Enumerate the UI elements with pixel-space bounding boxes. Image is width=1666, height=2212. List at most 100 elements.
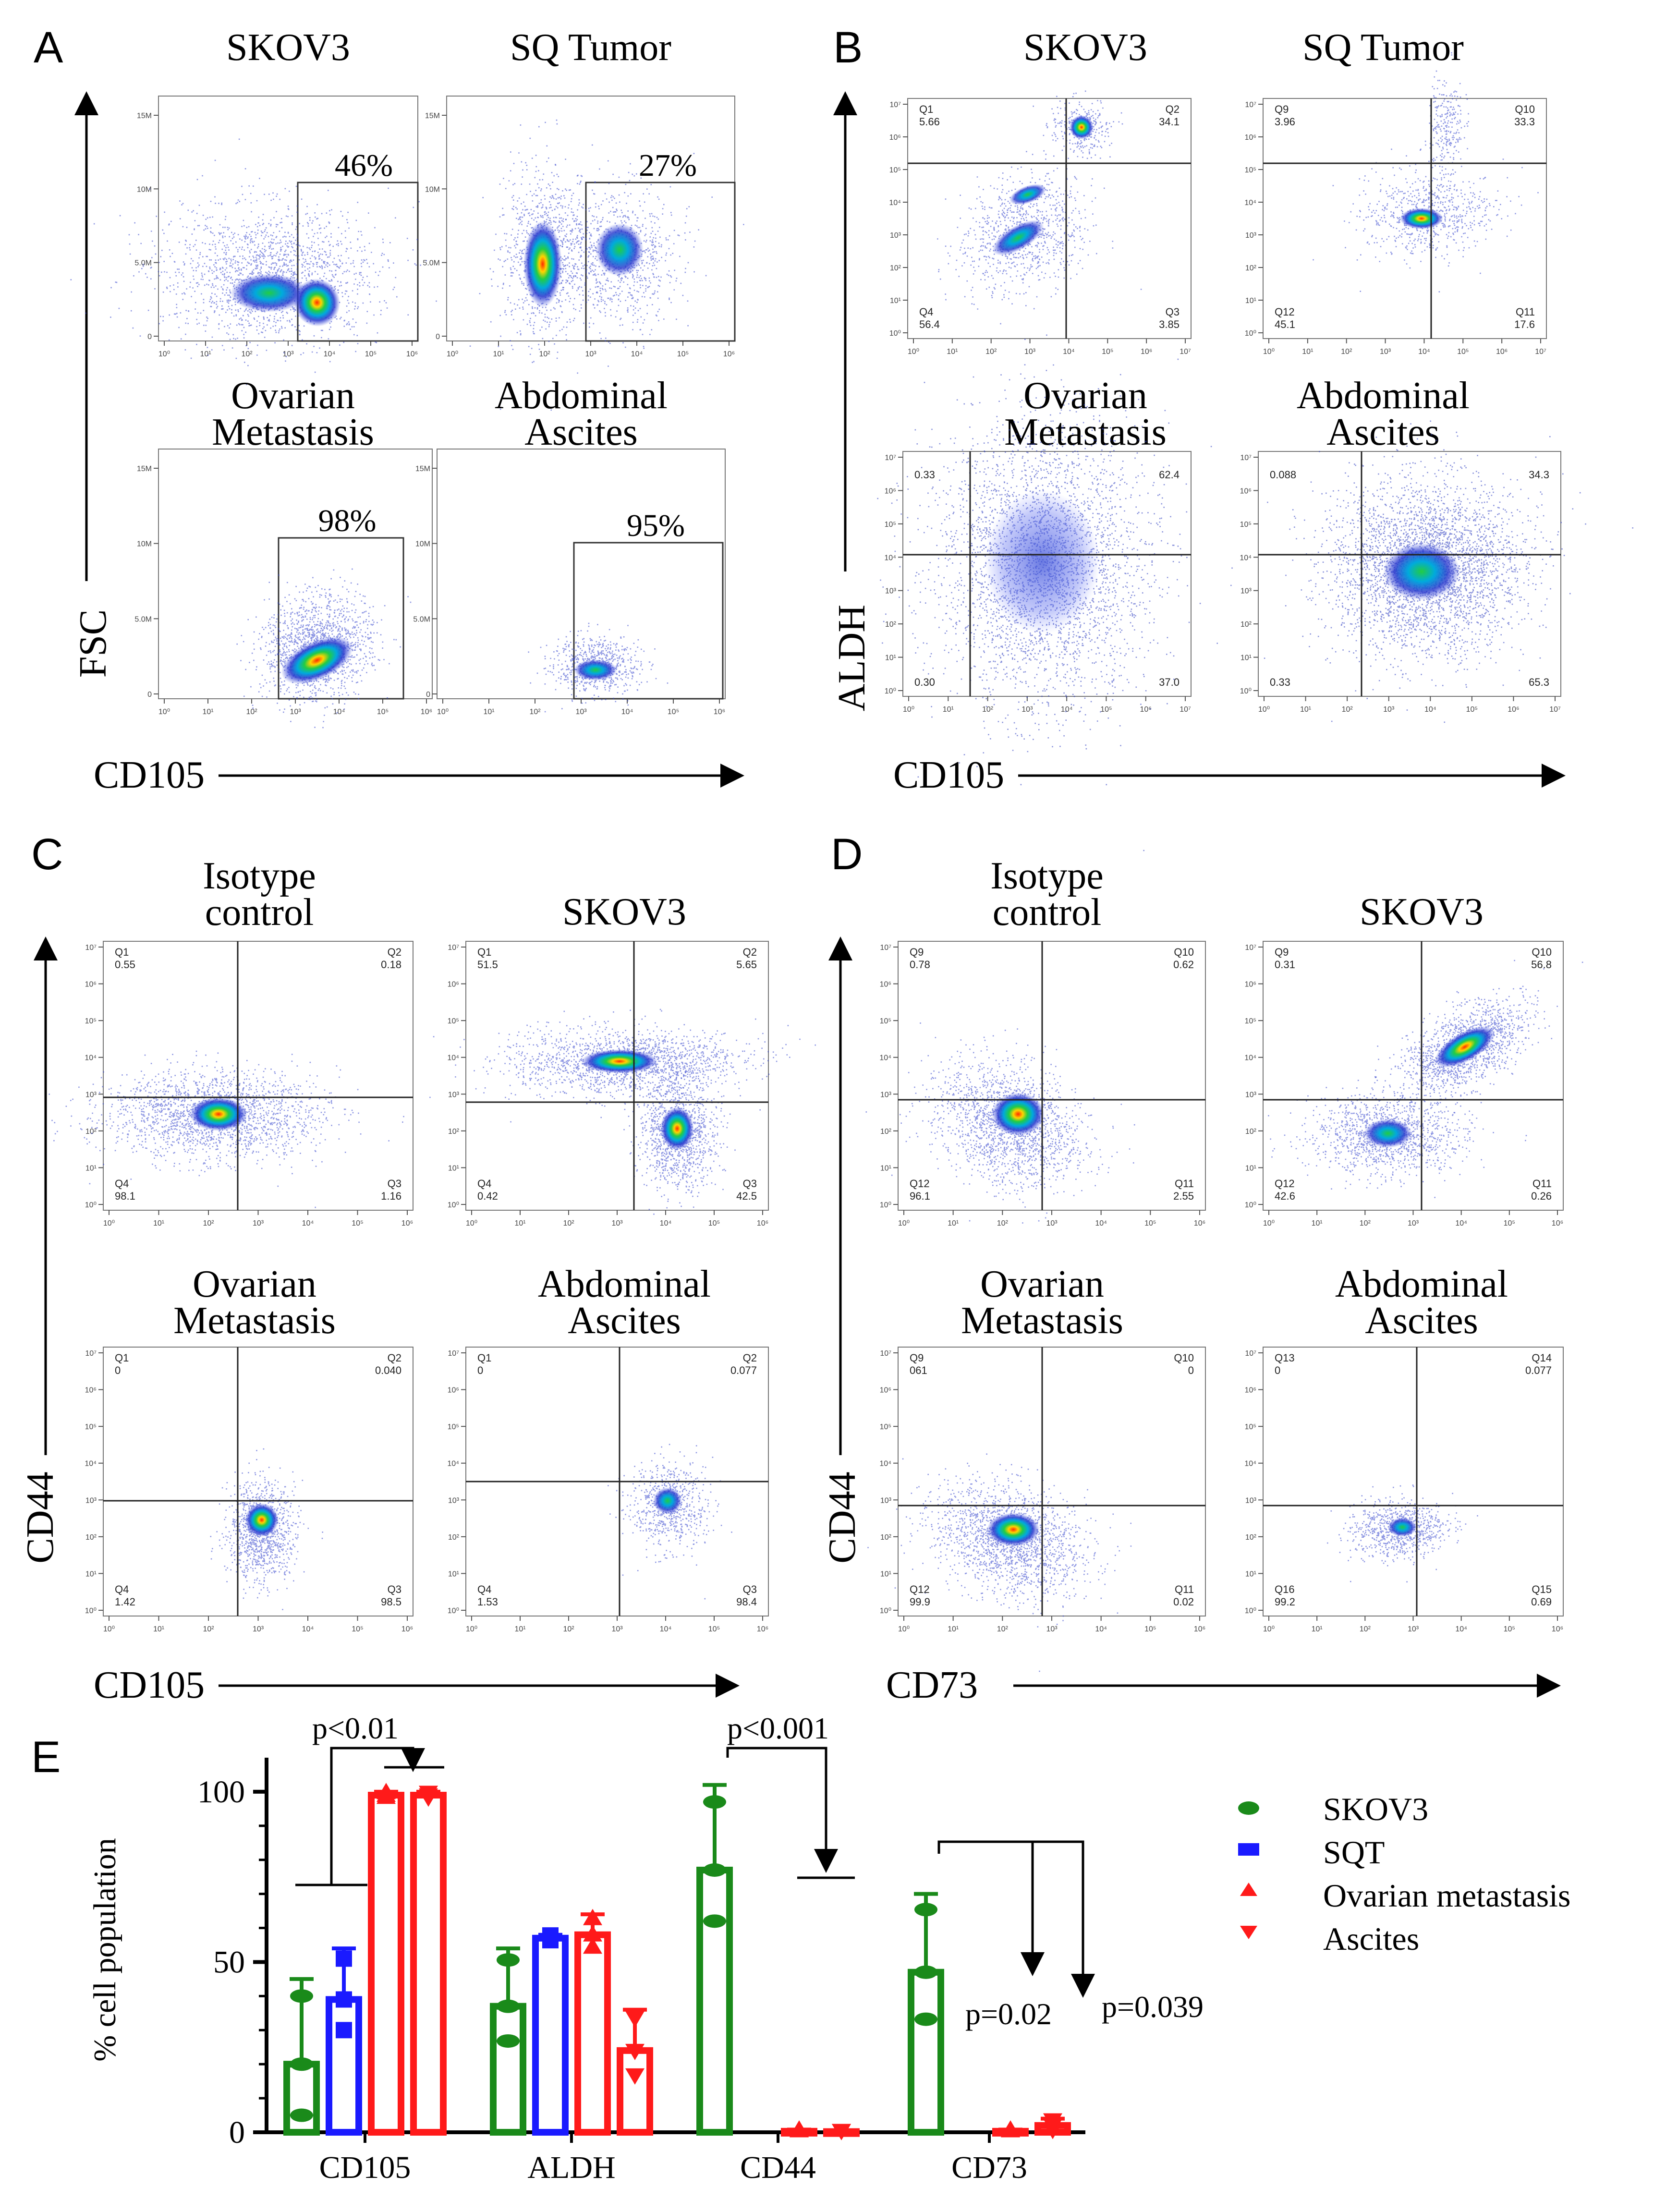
data-point-triangle-down xyxy=(625,2043,645,2060)
x-tick-label: 10³ xyxy=(575,708,587,716)
flow-plot: 10⁰ 10¹ 10² 10³ 10⁴ 10⁵ 10⁶ 10⁰ 10¹ 10² 10³ 10⁴ 10⁵ 1… xyxy=(865,941,1206,1228)
x-tick-label: 10¹ xyxy=(1300,705,1311,714)
quadrant-name: Q10 xyxy=(1174,1352,1194,1364)
quadrant-name: Q1 xyxy=(115,1352,129,1364)
bar-chart-e: E 0 50 100 % cell population CD105 ALDH CD44 CD7… xyxy=(31,1711,1571,2185)
quadrant-name: Q10 xyxy=(1174,946,1194,958)
y-tick-label: 10⁵ xyxy=(880,1423,891,1431)
y-tick-label: 10⁶ xyxy=(1245,134,1256,142)
quadrant-name: Q2 xyxy=(743,946,757,958)
p-value-annotation: p=0.02 xyxy=(965,1997,1052,2031)
y-tick-label: 10⁶ xyxy=(85,1386,97,1395)
bar-group xyxy=(574,1908,611,2136)
y-tick-label: 10¹ xyxy=(1245,1164,1256,1172)
quadrant-value-ll: 0.42 xyxy=(477,1190,498,1202)
quadrant-value-lr: 0.69 xyxy=(1531,1596,1552,1608)
y-tick-label: 10² xyxy=(85,1128,97,1136)
bar-group xyxy=(992,2120,1029,2138)
quadrant-value-lr: 0.02 xyxy=(1173,1596,1194,1608)
x-tick-label: 10² xyxy=(982,705,994,714)
x-tick-label: 10¹ xyxy=(943,705,954,714)
plot-frame xyxy=(907,98,1192,339)
x-tick-label: 10⁵ xyxy=(1504,1219,1515,1228)
plot-title: Metastasis xyxy=(173,1300,336,1342)
plot-title: Abdominal xyxy=(538,1263,711,1305)
x-tick-label: 10⁷ xyxy=(1180,705,1191,714)
quadrant-value-ul: 061 xyxy=(910,1364,927,1376)
x-tick-label: 10¹ xyxy=(153,1219,164,1228)
density-blob xyxy=(281,636,353,684)
x-tick-label: 10⁵ xyxy=(708,1219,720,1228)
y-tick-label: 10⁰ xyxy=(1240,687,1252,695)
quadrant-value-ul: 0 xyxy=(1275,1364,1280,1376)
y-tick-label: 10⁴ xyxy=(85,1054,97,1062)
x-tick-label: 10⁶ xyxy=(1496,348,1508,356)
density-blob xyxy=(581,1049,658,1073)
y-tick-label: 10⁵ xyxy=(1240,521,1252,529)
y-tick-label: 10³ xyxy=(1240,587,1252,596)
quadrant-value-ll: 1.42 xyxy=(115,1596,135,1608)
y-tick-label: 10² xyxy=(1245,264,1257,272)
data-point-triangle-up xyxy=(583,1908,602,1925)
panel-letter-e: E xyxy=(31,1733,61,1782)
y-tick-label: 10⁷ xyxy=(85,1349,97,1358)
quadrant-value-ll: 99.9 xyxy=(910,1596,930,1608)
quadrant-value-ul: 0 xyxy=(477,1364,483,1376)
x-tick-label: 10² xyxy=(241,350,253,358)
x-tick-label: 10⁰ xyxy=(103,1219,115,1228)
y-tick-label: 0 xyxy=(426,691,430,699)
x-tick-label: 10⁴ xyxy=(1418,348,1430,356)
y-tick-label: 10⁷ xyxy=(885,454,896,462)
quadrant-value-ll: 42.6 xyxy=(1275,1190,1295,1202)
x-tick-label: 10⁶ xyxy=(1552,1219,1563,1228)
scatter-dots xyxy=(70,138,437,385)
density-blob xyxy=(245,1503,279,1537)
density-blob xyxy=(1435,1026,1495,1068)
x-tick-label: 10² xyxy=(997,1625,1009,1633)
p-value-annotation: p<0.01 xyxy=(312,1711,399,1745)
x-tick-label: 10⁵ xyxy=(1100,705,1112,714)
y-tick-label: 0 xyxy=(229,2115,245,2150)
x-tick-label: 10² xyxy=(563,1625,574,1633)
y-tick-label: 10⁶ xyxy=(448,1386,459,1395)
y-tick-label: 10⁷ xyxy=(1245,1349,1256,1358)
quadrant-name: Q3 xyxy=(388,1178,401,1190)
x-tick-label: 10⁰ xyxy=(466,1219,477,1228)
panel-letter-d: D xyxy=(831,830,863,879)
plot-title: control xyxy=(205,891,314,934)
x-tick-label: 10⁴ xyxy=(324,350,336,358)
density-blob xyxy=(992,1093,1045,1136)
quadrant-value-ur: 33.3 xyxy=(1514,116,1535,128)
quadrant-value-lr: 37.0 xyxy=(1159,676,1180,688)
y-tick-label: 15M xyxy=(137,112,152,120)
y-tick-label: 10⁴ xyxy=(1244,1054,1256,1062)
flow-plot: 10⁰ 10¹ 10² 10³ 10⁴ 10⁵ 10⁶ 10⁷ 10⁰ 10¹ 10² 10³ 10⁴ 1… xyxy=(889,90,1192,356)
bar-sqt xyxy=(532,1934,569,2136)
y-tick-label: 10⁴ xyxy=(447,1460,459,1468)
y-tick-label: 5.0M xyxy=(413,615,430,623)
category-label: CD73 xyxy=(951,2150,1027,2185)
x-tick-label: 10⁰ xyxy=(103,1625,115,1633)
x-tick-label: 10⁶ xyxy=(757,1625,768,1633)
plot-title: Ovarian xyxy=(231,375,355,417)
quadrant-name: Q1 xyxy=(115,946,129,958)
x-tick-label: 10² xyxy=(1360,1625,1371,1633)
x-axis-title-cd105: CD105 xyxy=(893,754,1004,796)
gate-percentage: 98% xyxy=(318,503,377,538)
flow-plot: 10⁰ 10¹ 10² 10³ 10⁴ 10⁵ 10⁶ 10⁰ 10¹ 10² 10³ 10⁴ 10⁵ 1… xyxy=(85,1347,413,1633)
y-tick-label: 10⁷ xyxy=(85,944,97,952)
data-point-ellipse xyxy=(290,2057,313,2071)
gate-rectangle xyxy=(278,537,404,700)
quadrant-name: Q2 xyxy=(1166,103,1180,115)
plot-title: SKOV3 xyxy=(1360,891,1484,933)
x-tick-label: 10² xyxy=(203,1219,214,1228)
y-tick-label: 10⁰ xyxy=(448,1201,459,1209)
y-tick-label: 10¹ xyxy=(448,1164,459,1172)
plot-title: Abdominal xyxy=(1335,1263,1508,1305)
quadrant-name: Q2 xyxy=(388,946,401,958)
plot-title: Isotype xyxy=(990,855,1104,897)
x-tick-label: 10⁵ xyxy=(1504,1625,1515,1633)
quadrant-value-lr: 98.5 xyxy=(381,1596,401,1608)
y-tick-label: 10⁰ xyxy=(1245,329,1256,338)
data-point-triangle-up xyxy=(1001,2121,1020,2138)
